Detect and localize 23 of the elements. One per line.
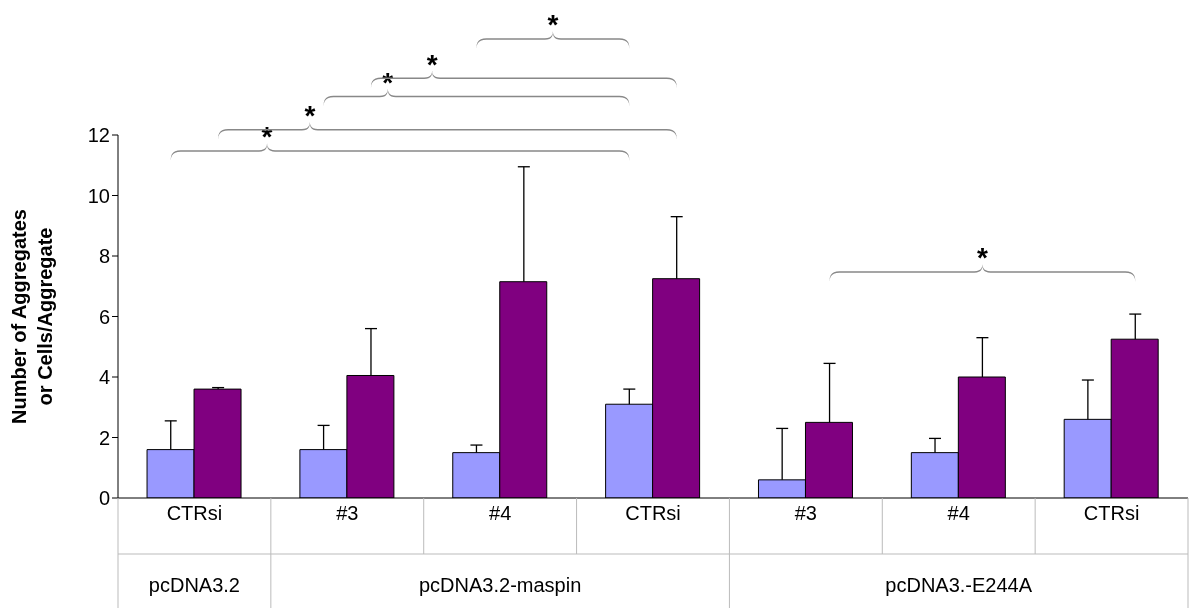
text: * <box>547 9 559 41</box>
annotation: * <box>261 121 273 153</box>
x-tick-label: #4 <box>947 502 970 525</box>
y-tick-label: 0 <box>98 487 110 510</box>
y-tick-label: 2 <box>98 426 110 449</box>
y-axis-title: Number of Aggregates or Cells/Aggregate <box>8 209 56 424</box>
y-tick-label: 6 <box>98 305 110 328</box>
x-tick-label: CTRsi <box>1083 502 1140 525</box>
y-tick-label: 10 <box>87 184 110 207</box>
y-tick-label: 12 <box>87 124 110 147</box>
text: pcDNA3.-E244A <box>885 574 1033 596</box>
x-tick-label: CTRsi <box>625 502 681 525</box>
x-tick-label: #4 <box>489 502 512 525</box>
x-tick-label: #3 <box>336 502 359 525</box>
y-tick-label: 4 <box>98 366 110 389</box>
x-tick-label: CTRsi <box>166 502 223 525</box>
text: * <box>304 99 316 131</box>
text: pcDNA3.2 <box>148 574 241 596</box>
text: * <box>426 48 438 80</box>
x-tick-label: #3 <box>794 502 817 525</box>
y-tick-label: 8 <box>98 245 110 268</box>
annotation: * <box>976 242 988 274</box>
text: pcDNA3.2-maspin <box>418 574 582 596</box>
